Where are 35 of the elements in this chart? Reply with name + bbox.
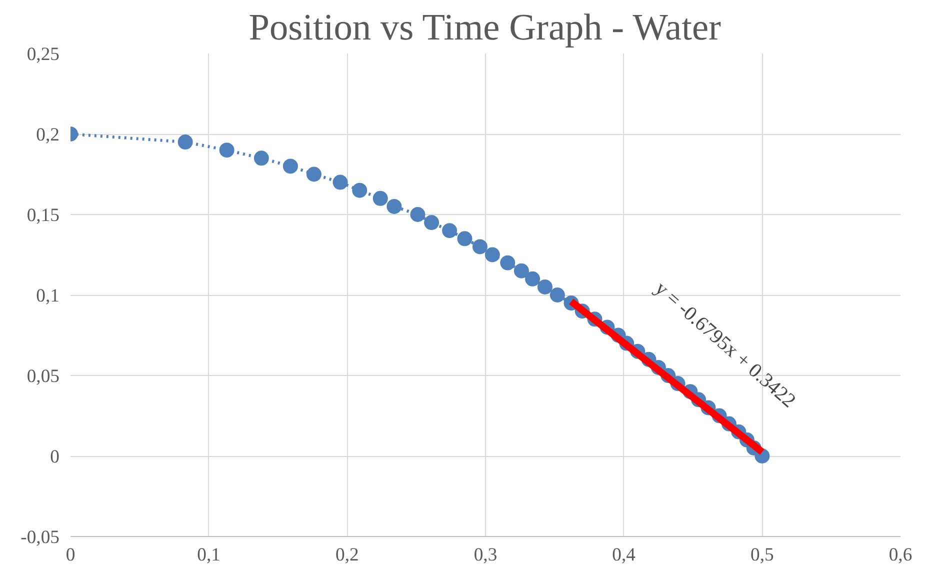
chart-title: Position vs Time Graph - Water	[248, 8, 722, 48]
x-tick-label: 0,1	[197, 544, 220, 566]
point	[424, 215, 440, 230]
point	[550, 288, 565, 302]
point	[332, 174, 348, 190]
point	[254, 150, 269, 166]
y-tick-label: -0,05	[20, 527, 60, 548]
x-tick-label: 0,4	[612, 544, 636, 566]
point	[442, 223, 458, 238]
x-tick-label: 0	[66, 544, 76, 566]
x-tick-label: 0,6	[888, 544, 912, 566]
x-tick-label: 0,5	[750, 544, 774, 566]
y-tick-label: 0	[50, 446, 60, 468]
y-tick-label: 0,2	[36, 124, 60, 146]
point	[306, 166, 322, 182]
point	[500, 255, 516, 270]
point	[178, 134, 193, 150]
point	[514, 263, 529, 278]
point	[484, 247, 500, 262]
point	[537, 279, 552, 294]
y-tick-label: 0,15	[26, 205, 60, 226]
point	[352, 182, 368, 198]
x-tick-label: 0,3	[474, 544, 498, 566]
x-tick-label: 0,2	[336, 544, 359, 566]
y-tick-label: 0,1	[36, 286, 60, 306]
point	[525, 271, 540, 286]
y-tick-label: 0,05	[26, 366, 60, 387]
point	[410, 207, 426, 222]
point	[219, 142, 234, 158]
point	[372, 190, 388, 206]
y-tick-label: 0,25	[26, 44, 60, 65]
point	[386, 198, 402, 214]
point	[457, 231, 472, 246]
point	[282, 158, 298, 174]
point	[472, 239, 488, 254]
